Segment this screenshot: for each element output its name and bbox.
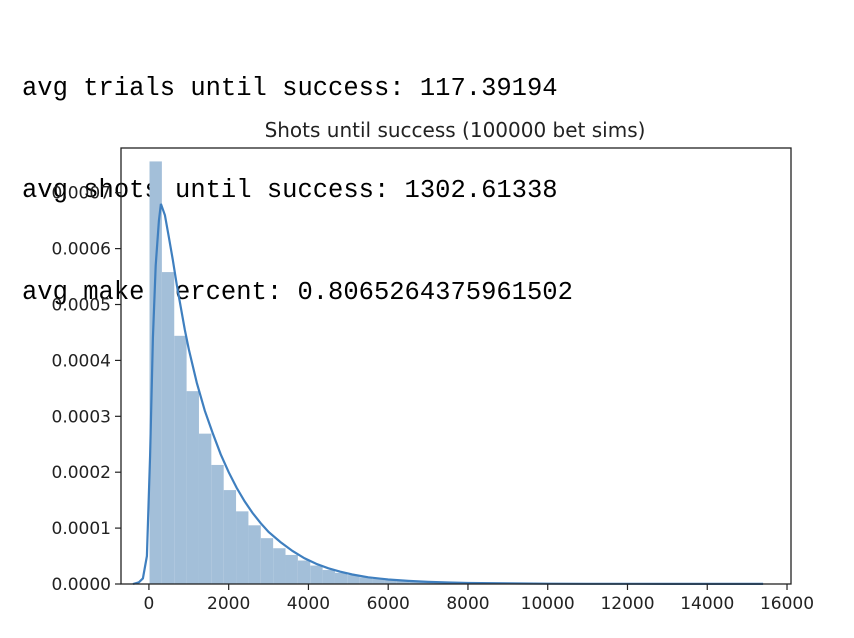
histogram-bar [396, 580, 410, 584]
histogram-bar [359, 577, 373, 584]
histogram-bar [297, 560, 311, 584]
x-tick-label: 8000 [446, 594, 489, 614]
histogram-bar [409, 581, 422, 584]
histogram-bar [384, 580, 397, 584]
histogram-bar [211, 464, 224, 584]
y-tick-label: 0.0003 [52, 407, 111, 427]
histogram-bar [372, 578, 385, 584]
histogram-chart: Shots until success (100000 bet sims) 0 2… [52, 118, 815, 614]
chart-title: Shots until success (100000 bet sims) [265, 118, 646, 142]
y-tick-label: 0.0005 [52, 296, 111, 316]
x-tick-label: 2000 [207, 594, 250, 614]
x-tick-label: 12000 [600, 594, 654, 614]
x-axis: 0 2000 4000 6000 8000 10000 12000 14000 16000 [144, 584, 814, 614]
y-tick-label: 0.0002 [52, 463, 111, 483]
histogram-bar [347, 575, 360, 584]
histogram-bar [174, 335, 187, 584]
x-tick-label: 4000 [287, 594, 330, 614]
x-tick-label: 10000 [521, 594, 575, 614]
histogram-bar [186, 391, 199, 584]
x-tick-label: 16000 [760, 594, 814, 614]
histogram-bar [421, 582, 434, 584]
console-line-avg-make-percent: avg make percent: 0.8065264375961502 [22, 278, 573, 307]
console-output: avg trials until success: 117.39194 avg … [22, 4, 573, 344]
y-tick-label: 0.0007 [52, 184, 111, 204]
histogram-bar [236, 511, 249, 584]
y-axis: 0.0000 0.0001 0.0002 0.0003 0.0004 0.0005 0.00… [52, 184, 121, 595]
histogram-bar [198, 433, 212, 584]
y-tick-label: 0.0001 [52, 519, 111, 539]
histogram-bars [149, 161, 762, 584]
x-tick-label: 6000 [367, 594, 410, 614]
x-tick-label: 0 [144, 594, 155, 614]
histogram-bar [149, 161, 162, 584]
histogram-bar [223, 490, 237, 584]
x-tick-label: 14000 [680, 594, 734, 614]
histogram-bar [248, 525, 261, 584]
histogram-bar [273, 548, 286, 584]
histogram-bar [260, 538, 274, 584]
kde-curve [132, 203, 764, 586]
plot-frame [120, 147, 792, 585]
histogram-bar [334, 572, 348, 584]
histogram-bar [322, 570, 335, 584]
histogram-bar [285, 554, 298, 584]
histogram-bar [161, 272, 175, 584]
console-line-avg-trials: avg trials until success: 117.39194 [22, 74, 558, 103]
histogram-bar [310, 565, 323, 584]
console-line-avg-shots: avg shots until success: 1302.61338 [22, 176, 558, 205]
y-tick-label: 0.0000 [52, 575, 111, 595]
y-tick-label: 0.0004 [52, 351, 111, 371]
y-tick-label: 0.0006 [52, 240, 111, 260]
